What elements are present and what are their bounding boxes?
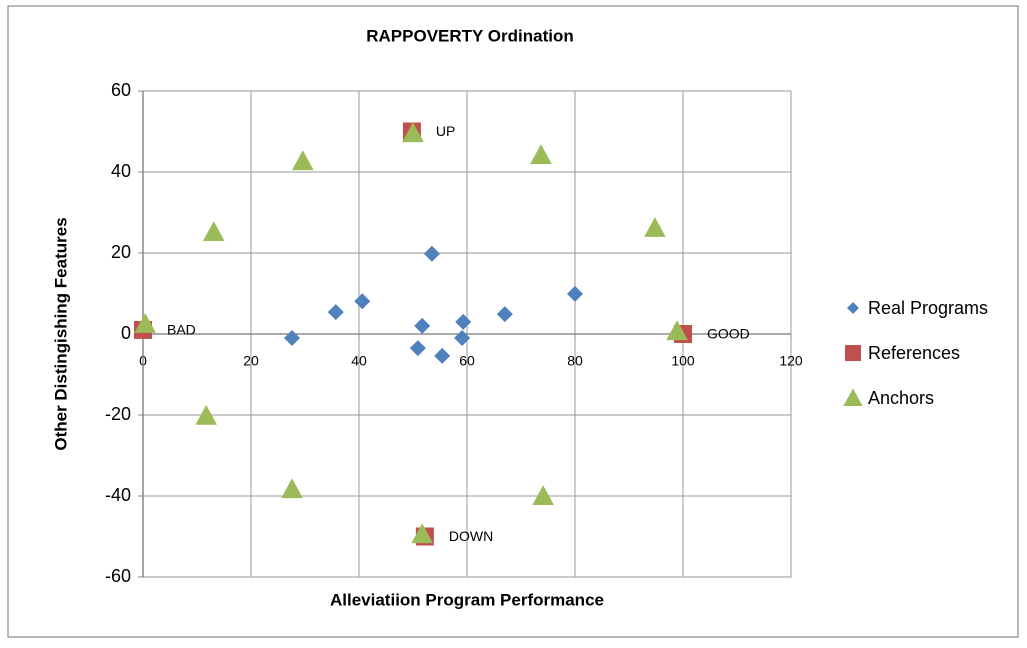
marker-triangle <box>195 405 217 425</box>
legend-label: References <box>868 343 960 363</box>
x-tick-label: 40 <box>351 353 367 369</box>
marker-triangle <box>411 523 433 544</box>
point-label: UP <box>436 123 455 139</box>
y-tick-label: 0 <box>121 323 131 343</box>
y-axis-label: Other Distingishing Features <box>51 217 70 450</box>
marker-diamond <box>354 293 371 310</box>
legend-label: Anchors <box>868 388 934 408</box>
marker-triangle <box>644 217 666 237</box>
marker-triangle <box>281 478 303 499</box>
marker-diamond <box>496 306 513 323</box>
x-tick-label: 120 <box>779 353 803 369</box>
legend-marker <box>843 388 863 406</box>
y-tick-label: -20 <box>105 404 131 424</box>
y-tick-label: 20 <box>111 242 131 262</box>
marker-diamond <box>455 313 472 330</box>
marker-diamond <box>409 340 426 357</box>
marker-diamond <box>454 330 471 347</box>
marker-triangle <box>666 320 688 341</box>
y-tick-label: -40 <box>105 485 131 505</box>
marker-diamond <box>567 285 583 302</box>
marker-triangle <box>292 150 314 171</box>
marker-diamond <box>434 347 451 364</box>
x-axis-label: Alleviatiion Program Performance <box>330 590 604 609</box>
legend-marker <box>845 345 861 361</box>
chart-border <box>7 5 1019 638</box>
x-tick-label: 80 <box>567 353 583 369</box>
point-label: GOOD <box>707 326 750 342</box>
marker-triangle <box>532 485 554 505</box>
marker-diamond <box>414 317 431 334</box>
x-tick-label: 60 <box>459 353 475 369</box>
marker-diamond <box>327 304 344 321</box>
point-label: BAD <box>167 322 196 338</box>
y-tick-label: 40 <box>111 161 131 181</box>
marker-triangle <box>402 122 424 143</box>
marker-triangle <box>202 221 225 241</box>
x-tick-label: 100 <box>671 353 695 369</box>
chart-title: RAPPOVERTY Ordination <box>366 26 574 45</box>
y-tick-label: -60 <box>105 566 131 586</box>
marker-diamond <box>284 330 301 347</box>
marker-triangle <box>530 144 552 164</box>
point-label: DOWN <box>449 528 493 544</box>
marker-diamond <box>423 245 440 262</box>
y-tick-label: 60 <box>111 80 131 100</box>
x-tick-label: 20 <box>243 353 259 369</box>
legend-label: Real Programs <box>868 298 988 318</box>
marker-triangle <box>134 313 156 333</box>
legend-marker <box>847 302 859 314</box>
